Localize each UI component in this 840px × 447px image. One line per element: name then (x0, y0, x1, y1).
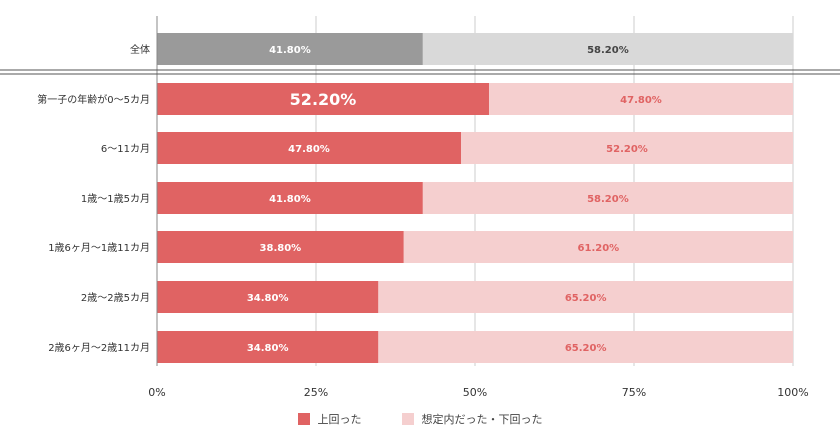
x-tick-label-100: 100% (777, 386, 808, 399)
value-label-within-1: 47.80% (620, 95, 662, 106)
bar-within-6 (378, 331, 793, 363)
value-label-above-1: 52.20% (290, 90, 357, 109)
bar-above-4 (157, 231, 404, 263)
bar-above-3 (157, 182, 423, 214)
x-tick-label-50: 50% (463, 386, 487, 399)
x-tick-label-0: 0% (148, 386, 165, 399)
legend: 上回った 想定内だった・下回った (0, 411, 840, 427)
bar-above-0 (157, 33, 423, 65)
bar-within-1 (488, 83, 793, 115)
value-label-within-2: 52.20% (606, 144, 648, 155)
bar-above-6 (157, 331, 379, 363)
value-label-within-5: 65.20% (565, 293, 607, 304)
category-label-2: 6～11カ月 (101, 143, 150, 155)
legend-item-within: 想定内だった・下回った (401, 411, 543, 427)
legend-item-above: 上回った (297, 411, 362, 427)
value-label-above-0: 41.80% (269, 45, 311, 56)
x-tick-label-25: 25% (304, 386, 328, 399)
category-label-4: 1歳6ヶ月～1歳11カ月 (48, 242, 150, 254)
value-label-above-3: 41.80% (269, 194, 311, 205)
bar-within-4 (403, 231, 793, 263)
category-label-6: 2歳6ヶ月～2歳11カ月 (48, 342, 150, 354)
value-label-within-3: 58.20% (587, 194, 629, 205)
category-label-3: 1歳～1歳5カ月 (81, 193, 150, 205)
bar-above-2 (157, 132, 462, 164)
legend-swatch-above (297, 413, 310, 425)
bar-within-2 (461, 132, 793, 164)
stacked-bar-chart: 全体 41.80% 58.20% 第一子の年齢が0～5カ月 52.20% 47.80% 6～… (0, 16, 840, 399)
legend-label-within: 想定内だった・下回った (421, 413, 543, 426)
value-label-above-5: 34.80% (247, 293, 289, 304)
legend-label-above: 上回った (317, 413, 362, 426)
bar-within-3 (422, 182, 793, 214)
category-label-0: 全体 (130, 43, 150, 56)
value-label-above-4: 38.80% (260, 243, 302, 254)
value-label-within-6: 65.20% (565, 343, 607, 354)
bar-above-5 (157, 281, 379, 313)
bar-within-5 (378, 281, 793, 313)
value-label-above-2: 47.80% (288, 144, 330, 155)
value-label-within-4: 61.20% (578, 243, 620, 254)
legend-swatch-within (401, 413, 414, 425)
value-label-within-0: 58.20% (587, 45, 629, 56)
category-label-1: 第一子の年齢が0～5カ月 (37, 93, 150, 106)
value-label-above-6: 34.80% (247, 343, 289, 354)
bar-above-1 (157, 83, 489, 115)
bar-within-0 (422, 33, 793, 65)
x-tick-label-75: 75% (622, 386, 646, 399)
category-label-5: 2歳～2歳5カ月 (81, 292, 150, 304)
